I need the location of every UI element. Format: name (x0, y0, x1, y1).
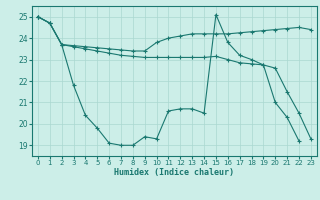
X-axis label: Humidex (Indice chaleur): Humidex (Indice chaleur) (115, 168, 234, 177)
